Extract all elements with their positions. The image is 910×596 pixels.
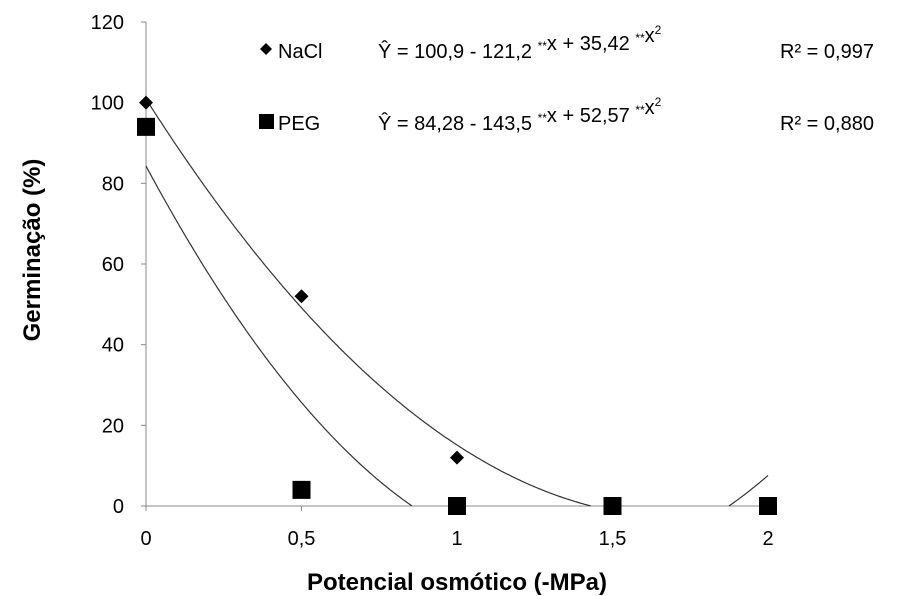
x-tick-label: 0 bbox=[140, 528, 151, 550]
fit-curve-peg bbox=[728, 475, 769, 507]
axes: 0 20 40 60 80 100 120 0 0,5 1 1,5 2 bbox=[91, 12, 774, 550]
legend-marker-nacl bbox=[260, 43, 272, 55]
y-tick-label: 120 bbox=[91, 12, 124, 34]
equation-peg: Ŷ = 84,28 - 143,5 **x + 52,57 **x2 bbox=[378, 95, 662, 135]
legend-label-nacl: NaCl bbox=[278, 41, 322, 63]
fit-curve-nacl bbox=[145, 98, 591, 507]
x-tick-label: 2 bbox=[762, 528, 773, 550]
fit-curves bbox=[145, 98, 769, 507]
legend: NaCl Ŷ = 100,9 - 121,2 **x + 35,42 **x2 R²… bbox=[259, 23, 874, 135]
x-axis-title: Potencial osmótico (-MPa) bbox=[307, 569, 607, 596]
point-peg bbox=[603, 497, 622, 515]
point-nacl bbox=[450, 450, 464, 465]
r-squared-nacl: R² = 0,997 bbox=[780, 41, 874, 63]
y-tick-label: 100 bbox=[91, 93, 124, 115]
point-peg bbox=[759, 497, 777, 515]
y-tick-label: 20 bbox=[102, 415, 124, 437]
point-peg bbox=[292, 480, 311, 499]
r-squared-peg: R² = 0,880 bbox=[780, 113, 874, 135]
y-tick-label: 0 bbox=[113, 496, 124, 518]
point-nacl bbox=[294, 289, 309, 304]
y-tick-label: 80 bbox=[102, 173, 124, 195]
fit-curve-peg bbox=[145, 165, 413, 507]
point-peg bbox=[137, 117, 155, 136]
point-peg bbox=[448, 497, 466, 515]
x-tick-label: 1,5 bbox=[599, 528, 627, 550]
y-axis-title: Germinação (%) bbox=[19, 159, 46, 342]
legend-marker-peg bbox=[259, 114, 274, 129]
y-tick-label: 40 bbox=[102, 335, 124, 357]
data-points bbox=[137, 95, 777, 515]
y-tick-label: 60 bbox=[102, 254, 124, 276]
axis-titles: Potencial osmótico (-MPa) Germinação (%) bbox=[19, 159, 607, 596]
legend-label-peg: PEG bbox=[278, 113, 320, 135]
equation-nacl: Ŷ = 100,9 - 121,2 **x + 35,42 **x2 bbox=[378, 23, 662, 63]
x-tick-label: 0,5 bbox=[288, 528, 316, 550]
x-tick-label: 1 bbox=[451, 528, 462, 550]
point-nacl bbox=[139, 95, 153, 110]
